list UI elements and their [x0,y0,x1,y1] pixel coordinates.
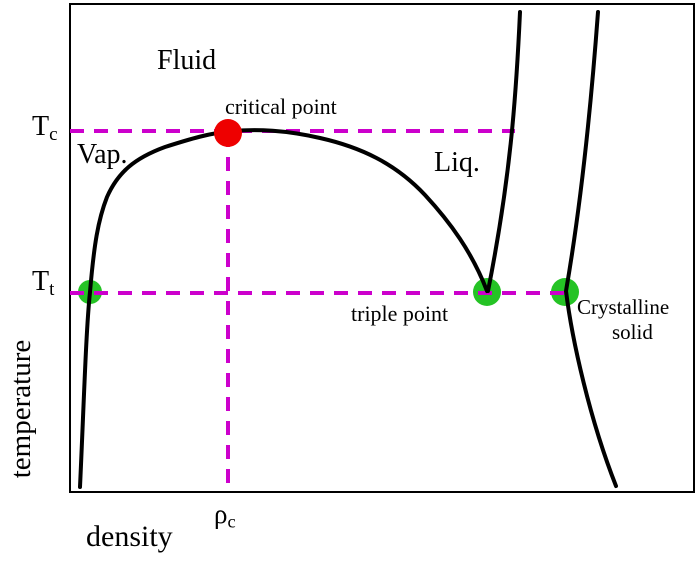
vapor-region-label: Vap. [77,139,128,170]
melting-line [486,10,522,293]
crystalline-solid-label-line2: solid [612,320,653,344]
x-axis-label: density [86,520,173,553]
y-axis-label: temperature [5,339,37,479]
critical-point-marker [214,119,242,147]
rhoc-axis-label: ρc [214,499,236,531]
triple-point-label: triple point [351,301,449,326]
rho-symbol: ρ [214,499,228,529]
fluid-region-label: Fluid [157,45,217,76]
crystalline-solid-label-line1: Crystalline [577,295,670,319]
tc-symbol: T [32,111,50,142]
tt-subscript: t [49,278,55,300]
tt-axis-label: Tt [32,266,54,299]
solid-boundary-line [563,10,618,488]
tc-subscript: c [49,123,58,145]
plot-border [69,3,695,493]
liquid-region-label: Liq. [434,147,480,178]
critical-point-label: critical point [225,94,337,119]
tt-symbol: T [32,266,50,297]
tc-axis-label: Tc [32,111,58,144]
coexistence-curve [78,128,489,489]
rho-subscript: c [227,511,236,532]
